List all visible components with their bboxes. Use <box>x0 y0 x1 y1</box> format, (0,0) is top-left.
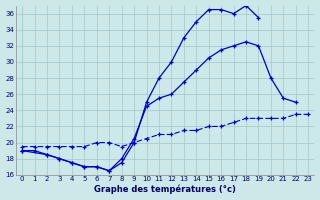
X-axis label: Graphe des températures (°c): Graphe des températures (°c) <box>94 185 236 194</box>
